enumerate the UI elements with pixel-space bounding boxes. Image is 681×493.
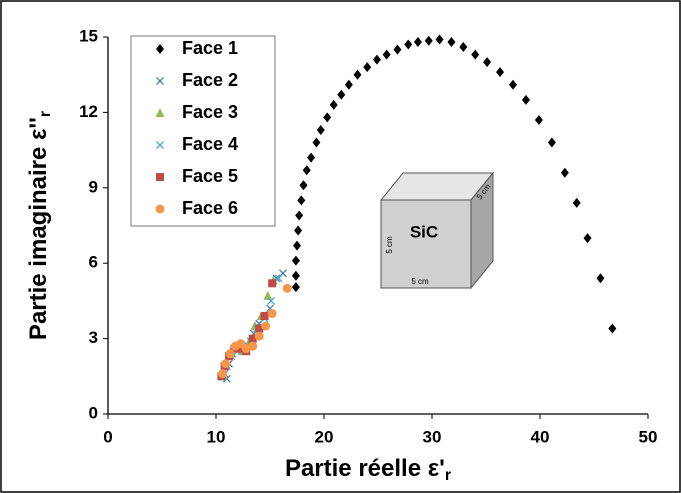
point: [435, 34, 444, 45]
legend-label: Face 6: [182, 198, 238, 218]
point: [291, 255, 300, 266]
annotation: 5 cm: [385, 236, 394, 254]
point: [471, 49, 480, 60]
legend-label: Face 3: [182, 102, 238, 122]
x-axis-title: Partie réelle ε'r: [285, 455, 451, 484]
point: [583, 233, 592, 244]
point: [353, 69, 362, 80]
y-tick-label: 6: [89, 253, 98, 272]
x-tick-label: 20: [315, 427, 334, 446]
legend-label: Face 5: [182, 166, 238, 186]
point: [268, 279, 277, 288]
annotation: 5 cm: [411, 277, 429, 286]
point: [294, 225, 303, 236]
point: [393, 44, 402, 55]
point: [372, 54, 381, 65]
point: [255, 324, 264, 333]
point: [263, 290, 273, 300]
point: [291, 270, 300, 281]
point: [307, 152, 316, 163]
cube-inset: SiC 5 cm 5 cm 5 cm: [379, 171, 495, 290]
legend-box: [130, 35, 276, 227]
legend-marker: [156, 77, 164, 85]
point: [534, 114, 543, 125]
cube-front: [380, 199, 472, 289]
y-axis-title-text: Partie imaginaire ε'': [25, 117, 52, 340]
point: [302, 165, 311, 176]
y-tick-label: 12: [79, 102, 98, 121]
point: [382, 49, 391, 60]
point: [344, 79, 353, 90]
point: [404, 39, 413, 50]
point: [291, 282, 300, 293]
point: [560, 167, 569, 178]
point: [521, 94, 530, 105]
legend-label: Face 2: [182, 70, 238, 90]
y-axis-title-sub: r: [37, 111, 54, 117]
legend-marker: [156, 141, 164, 149]
point: [447, 37, 456, 48]
legend-label: Face 4: [182, 134, 238, 154]
point: [424, 35, 433, 46]
point: [254, 331, 264, 341]
point: [572, 197, 581, 208]
point: [329, 99, 338, 110]
point: [295, 210, 304, 221]
point: [248, 341, 258, 351]
point: [293, 240, 301, 251]
annotation: SiC: [410, 222, 438, 241]
y-tick-label: 3: [89, 328, 98, 347]
point: [260, 311, 269, 320]
x-tick-label: 50: [639, 427, 658, 446]
x-axis-title-text: Partie réelle ε': [285, 455, 445, 482]
point: [459, 42, 468, 53]
legend-label: Face 1: [182, 38, 238, 58]
legend-marker: [155, 108, 165, 117]
point: [413, 37, 422, 48]
point: [282, 283, 292, 293]
x-tick-label: 40: [531, 427, 550, 446]
point: [483, 57, 492, 68]
point: [312, 137, 321, 148]
point: [267, 308, 277, 318]
point: [337, 89, 346, 100]
x-tick-label: 10: [207, 427, 226, 446]
point: [608, 323, 617, 334]
point: [261, 321, 271, 331]
point: [299, 180, 308, 191]
point: [225, 349, 235, 359]
point: [248, 334, 257, 343]
point: [274, 274, 283, 283]
point: [297, 195, 306, 206]
point: [267, 296, 276, 305]
point: [316, 124, 325, 135]
y-tick-label: 0: [89, 403, 98, 422]
x-tick-label: 0: [103, 427, 112, 446]
point: [547, 137, 556, 148]
point: [217, 369, 227, 379]
point: [221, 359, 231, 369]
point: [323, 112, 332, 123]
point: [596, 273, 605, 284]
y-tick-label: 15: [79, 26, 98, 45]
x-tick-label: 30: [423, 427, 442, 446]
legend-marker: [156, 173, 164, 181]
point: [363, 62, 372, 73]
y-axis-title: Partie imaginaire ε''r: [25, 111, 54, 340]
point: [235, 344, 244, 353]
legend-marker: [156, 44, 164, 54]
point: [509, 79, 517, 90]
x-axis-title-sub: r: [445, 467, 451, 484]
legend-marker: [155, 204, 165, 214]
y-tick-label: 9: [89, 177, 98, 196]
point: [496, 67, 505, 78]
